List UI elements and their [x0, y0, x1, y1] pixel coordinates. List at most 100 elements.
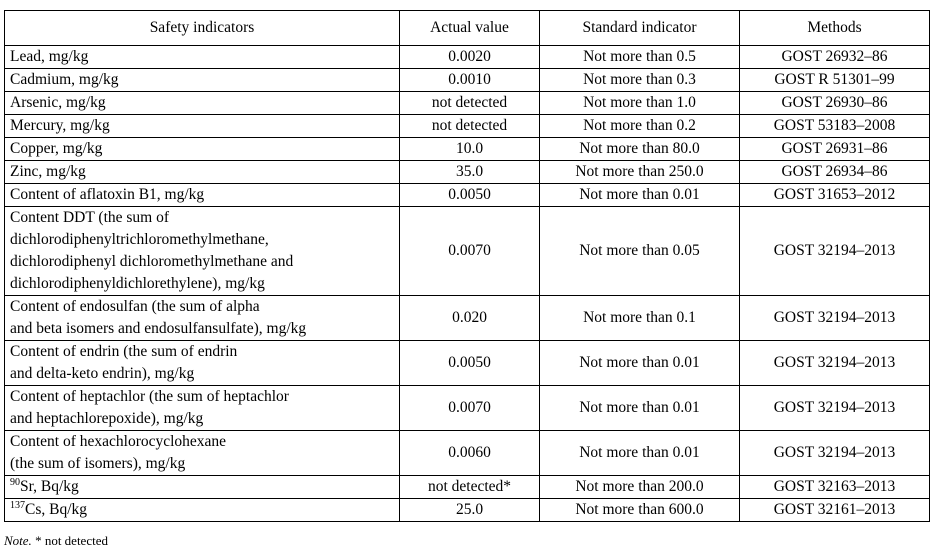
table-row: Content of heptachlor (the sum of heptac… [4, 385, 930, 431]
cell-method: GOST 32194–2013 [739, 340, 930, 386]
table-row: Copper, mg/kg 10.0 Not more than 80.0 GOST … [4, 137, 930, 161]
cell-actual-value: 0.0060 [399, 430, 540, 476]
cell-standard-indicator: Not more than 0.01 [539, 183, 740, 207]
cell-actual-value: 0.020 [399, 295, 540, 341]
table-row: Lead, mg/kg 0.0020 Not more than 0.5 GOST 2… [4, 45, 930, 69]
cell-standard-indicator: Not more than 0.05 [539, 206, 740, 296]
indicator-text-line: and beta isomers and endosulfansulfate),… [10, 320, 307, 337]
cell-indicator: Copper, mg/kg [4, 137, 400, 161]
cell-standard-indicator: Not more than 80.0 [539, 137, 740, 161]
isotope-mass-number: 90 [10, 476, 20, 488]
cell-actual-value: not detected* [399, 475, 540, 499]
cell-standard-indicator: Not more than 0.01 [539, 340, 740, 386]
cell-method: GOST 26934–86 [739, 160, 930, 184]
cell-actual-value: 0.0050 [399, 340, 540, 386]
cell-indicator: Zinc, mg/kg [4, 160, 400, 184]
cell-method: GOST 32194–2013 [739, 385, 930, 431]
table-row: Content of endrin (the sum of endrin and … [4, 340, 930, 386]
cell-standard-indicator: Not more than 0.2 [539, 114, 740, 138]
cell-method: GOST 26932–86 [739, 45, 930, 69]
cell-method: GOST 32163–2013 [739, 475, 930, 499]
table-row: Content of endosulfan (the sum of alpha a… [4, 295, 930, 341]
cell-standard-indicator: Not more than 0.3 [539, 68, 740, 92]
table-note: Note. * not detected [4, 533, 108, 549]
cell-indicator: Mercury, mg/kg [4, 114, 400, 138]
indicator-text-line: Copper, mg/kg [10, 140, 103, 157]
indicator-text-line: Cs, Bq/kg [25, 501, 88, 518]
indicator-text-line: Content of heptachlor (the sum of heptac… [10, 388, 289, 405]
cell-method: GOST 32194–2013 [739, 206, 930, 296]
table-row: 90Sr, Bq/kg not detected* Not more than 20… [4, 475, 930, 499]
cell-standard-indicator: Not more than 0.1 [539, 295, 740, 341]
indicator-text-line: dichlorodiphenyl dichloromethylmethane a… [10, 253, 294, 270]
indicator-text-line: (the sum of isomers), mg/kg [10, 455, 186, 472]
cell-actual-value: not detected [399, 91, 540, 115]
indicator-text-line: Mercury, mg/kg [10, 117, 110, 134]
cell-standard-indicator: Not more than 0.01 [539, 430, 740, 476]
cell-indicator: Arsenic, mg/kg [4, 91, 400, 115]
table-row: 137Cs, Bq/kg 25.0 Not more than 600.0 GOST … [4, 498, 930, 522]
indicator-text-line: Content DDT (the sum of [10, 209, 170, 226]
cell-standard-indicator: Not more than 0.01 [539, 385, 740, 431]
header-actual-value: Actual value [399, 10, 540, 46]
cell-indicator: 90Sr, Bq/kg [4, 475, 400, 499]
cell-actual-value: 0.0050 [399, 183, 540, 207]
indicator-text-line: dichlorodiphenyltrichloromethylmethane, [10, 231, 269, 248]
header-methods: Methods [739, 10, 930, 46]
table-row: Zinc, mg/kg 35.0 Not more than 250.0 GOST 2… [4, 160, 930, 184]
safety-indicators-table: Safety indicators Actual value Standard … [4, 10, 930, 522]
indicator-text-line: and heptachlorepoxide), mg/kg [10, 410, 204, 427]
note-text: * not detected [31, 533, 108, 548]
cell-indicator: Content of hexachlorocyclohexane (the sum… [4, 430, 400, 476]
indicator-text-line: dichlorodiphenyldichlorethylene), mg/kg [10, 275, 265, 292]
cell-indicator: 137Cs, Bq/kg [4, 498, 400, 522]
cell-standard-indicator: Not more than 1.0 [539, 91, 740, 115]
isotope-mass-number: 137 [10, 499, 25, 511]
cell-actual-value: 0.0010 [399, 68, 540, 92]
cell-method: GOST 53183–2008 [739, 114, 930, 138]
indicator-text-line: Cadmium, mg/kg [10, 71, 119, 88]
cell-actual-value: not detected [399, 114, 540, 138]
cell-standard-indicator: Not more than 0.5 [539, 45, 740, 69]
cell-method: GOST R 51301–99 [739, 68, 930, 92]
cell-actual-value: 35.0 [399, 160, 540, 184]
indicator-text-line: and delta-keto endrin), mg/kg [10, 365, 195, 382]
cell-actual-value: 10.0 [399, 137, 540, 161]
table-row: Mercury, mg/kg not detected Not more than … [4, 114, 930, 138]
note-label: Note. [4, 533, 32, 548]
indicator-text-line: Arsenic, mg/kg [10, 94, 106, 111]
table-row: Content of aflatoxin B1, mg/kg 0.0050 Not … [4, 183, 930, 207]
cell-method: GOST 26931–86 [739, 137, 930, 161]
table-row: Arsenic, mg/kg not detected Not more than … [4, 91, 930, 115]
indicator-text-line: Content of hexachlorocyclohexane [10, 433, 227, 450]
header-standard-indicator: Standard indicator [539, 10, 740, 46]
table-row: Content of hexachlorocyclohexane (the sum… [4, 430, 930, 476]
table-row: Cadmium, mg/kg 0.0010 Not more than 0.3 GOS… [4, 68, 930, 92]
cell-indicator: Content of endrin (the sum of endrin and … [4, 340, 400, 386]
cell-method: GOST 26930–86 [739, 91, 930, 115]
cell-method: GOST 32194–2013 [739, 295, 930, 341]
cell-method: GOST 31653–2012 [739, 183, 930, 207]
cell-indicator: Cadmium, mg/kg [4, 68, 400, 92]
indicator-text-line: Zinc, mg/kg [10, 163, 86, 180]
cell-indicator: Lead, mg/kg [4, 45, 400, 69]
cell-actual-value: 0.0070 [399, 385, 540, 431]
cell-actual-value: 0.0020 [399, 45, 540, 69]
table-header-row: Safety indicators Actual value Standard … [4, 10, 930, 46]
cell-indicator: Content of aflatoxin B1, mg/kg [4, 183, 400, 207]
indicator-text-line: Lead, mg/kg [10, 48, 89, 65]
indicator-text-line: Content of endrin (the sum of endrin [10, 343, 238, 360]
table-row: Content DDT (the sum of dichlorodiphenylt… [4, 206, 930, 296]
indicator-text-line: Content of aflatoxin B1, mg/kg [10, 186, 205, 203]
cell-method: GOST 32194–2013 [739, 430, 930, 476]
cell-actual-value: 0.0070 [399, 206, 540, 296]
cell-indicator: Content of endosulfan (the sum of alpha a… [4, 295, 400, 341]
cell-indicator: Content of heptachlor (the sum of heptac… [4, 385, 400, 431]
cell-method: GOST 32161–2013 [739, 498, 930, 522]
cell-standard-indicator: Not more than 600.0 [539, 498, 740, 522]
indicator-text-line: Content of endosulfan (the sum of alpha [10, 298, 260, 315]
cell-actual-value: 25.0 [399, 498, 540, 522]
cell-standard-indicator: Not more than 200.0 [539, 475, 740, 499]
cell-standard-indicator: Not more than 250.0 [539, 160, 740, 184]
indicator-text-line: Sr, Bq/kg [20, 478, 79, 495]
